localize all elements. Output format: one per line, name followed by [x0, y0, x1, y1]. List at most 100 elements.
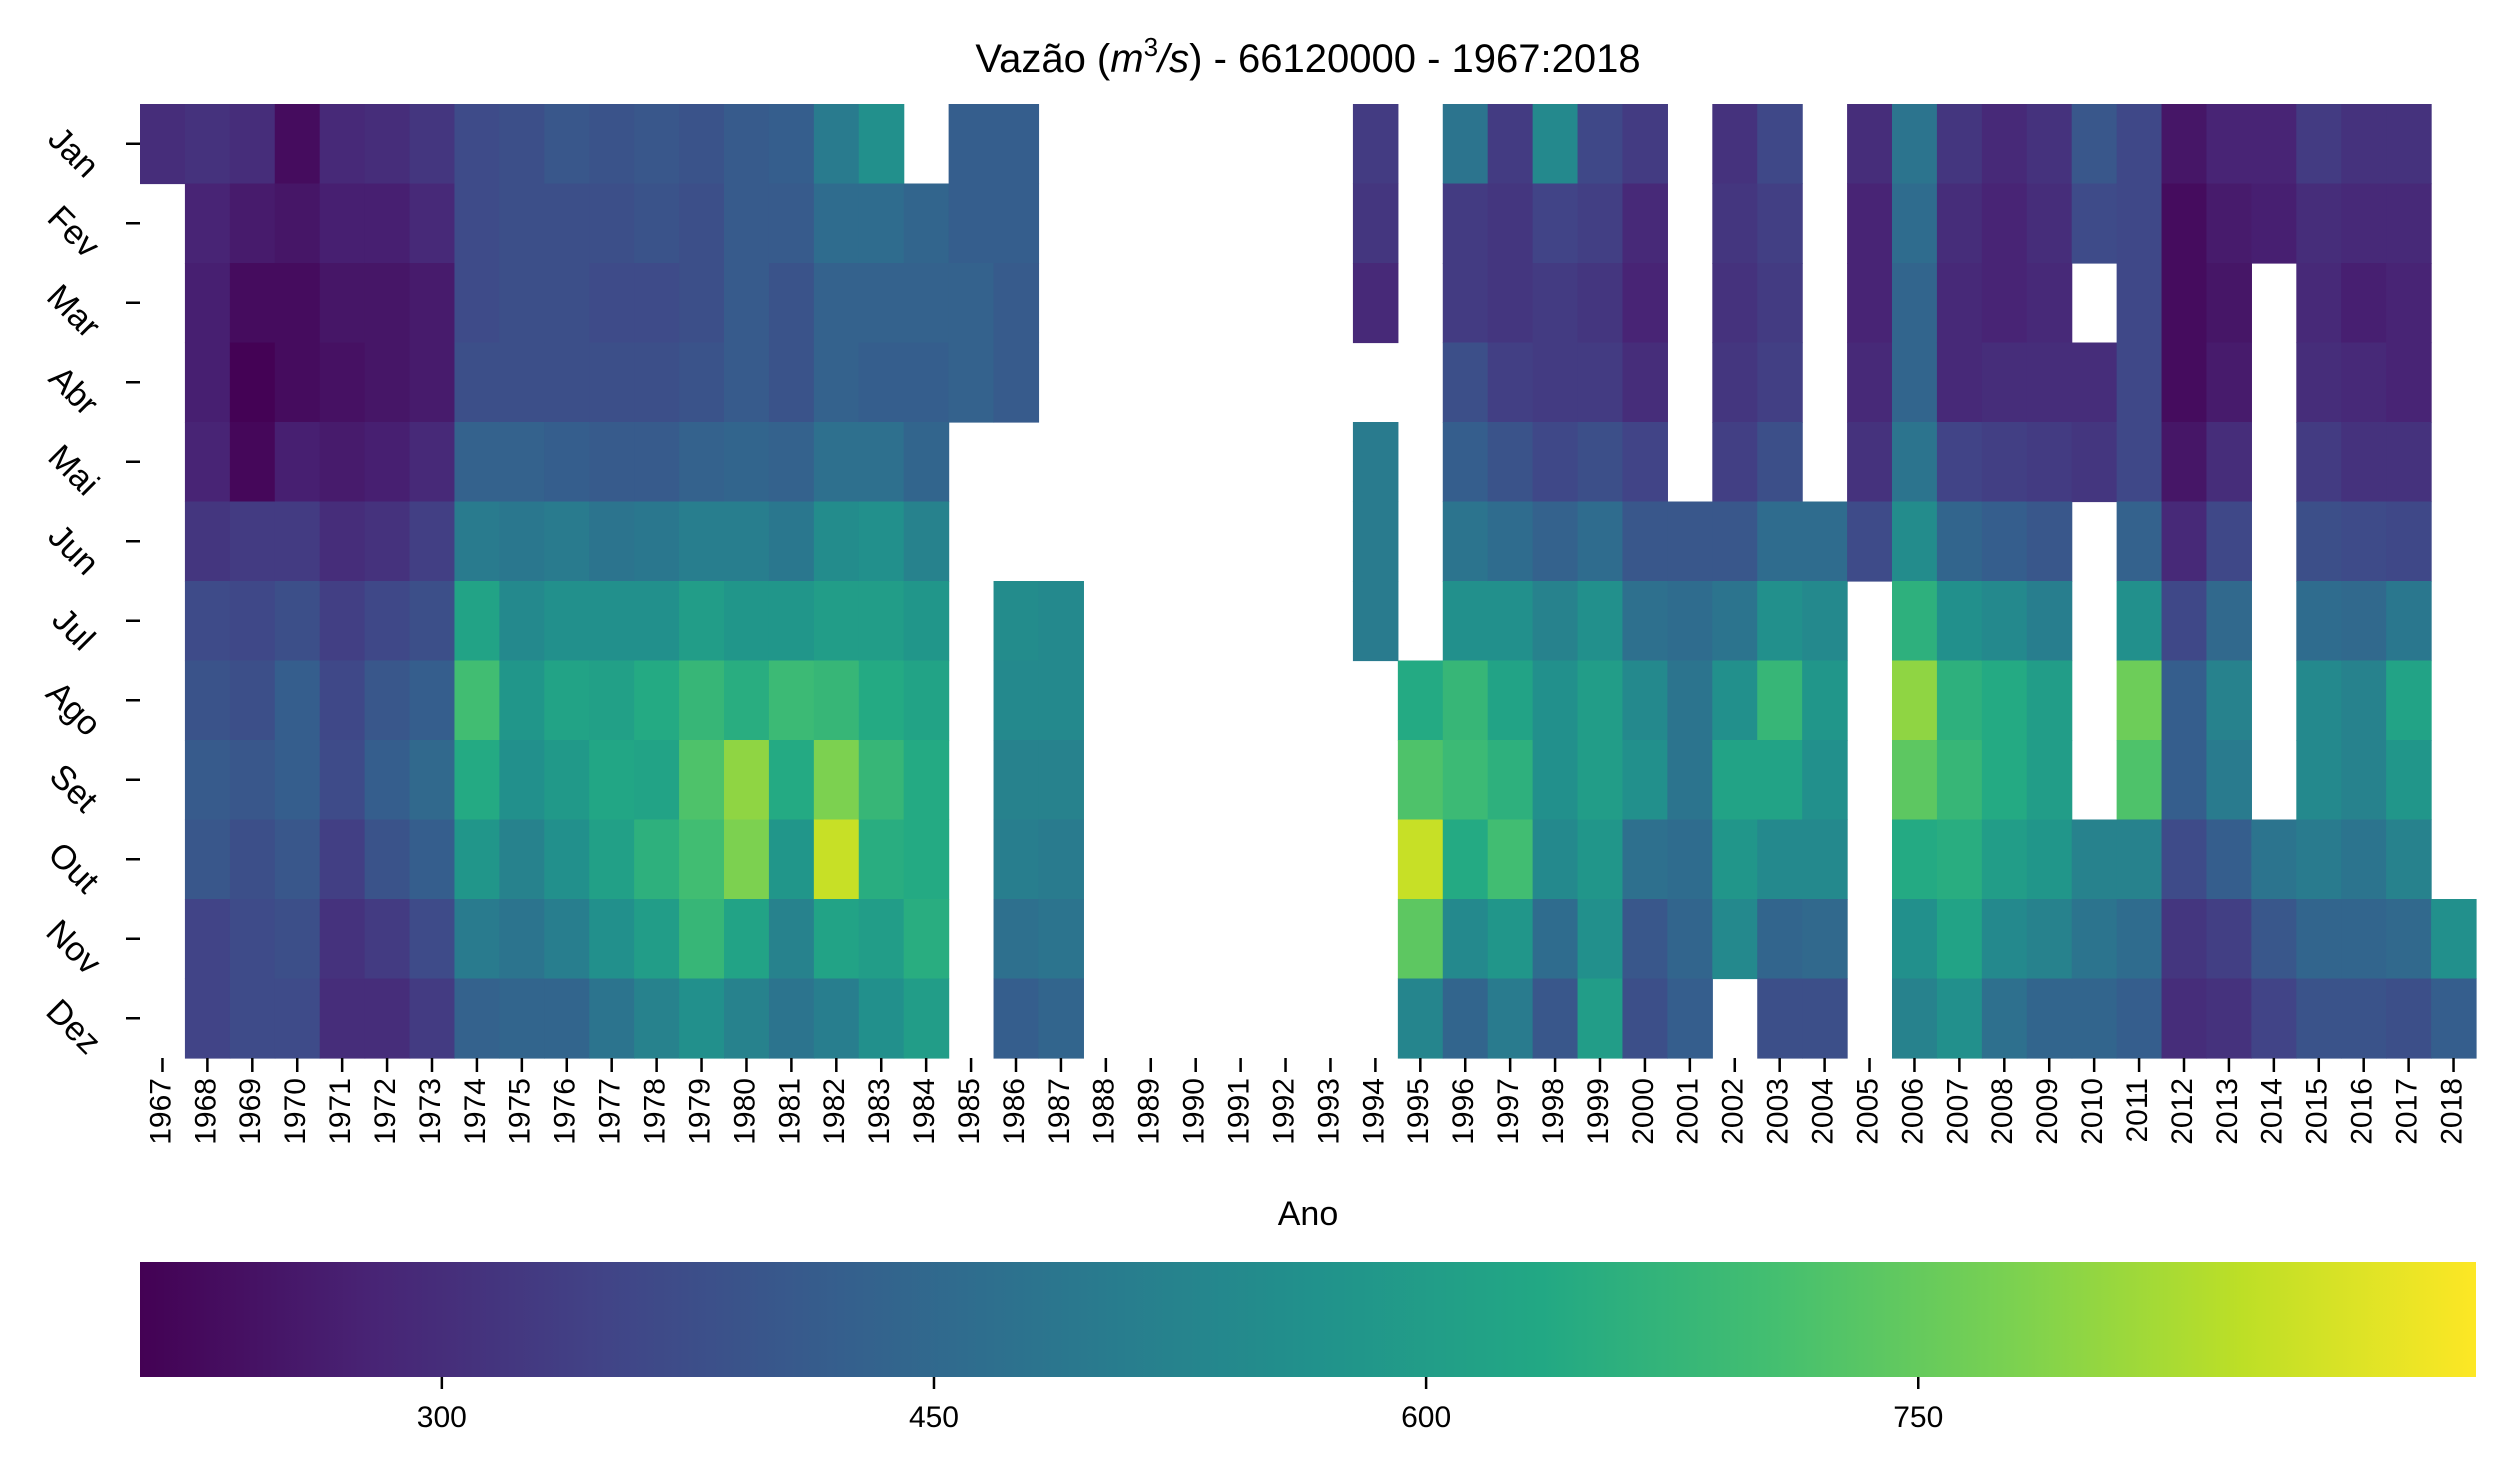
heatmap-cell-1969-Set: [229, 740, 276, 821]
heatmap-cell-1986-Nov: [993, 899, 1040, 980]
heatmap-cell-2006-Jan: [1892, 104, 1938, 185]
heatmap-cell-1975-Set: [499, 740, 545, 821]
heatmap-cell-1986-Dez: [993, 978, 1040, 1059]
heatmap-cell-1970-Jul: [274, 581, 321, 662]
heatmap-cell-2002-Nov: [1712, 899, 1758, 980]
year-label-1989: 1989: [1133, 1078, 1166, 1145]
heatmap-cell-1987-Set: [1038, 740, 1084, 821]
heatmap-cell-1974-Fev: [454, 183, 500, 264]
heatmap-cell-2011-Abr: [2116, 342, 2163, 423]
title-text-tail: ) - 66120000 - 1967:2018: [1189, 37, 1640, 81]
title-unit-slash: /: [1155, 37, 1173, 81]
year-label-1991: 1991: [1223, 1078, 1256, 1145]
heatmap-cell-2010-Mai: [2071, 422, 2118, 503]
heatmap-cell-2012-Nov: [2161, 899, 2208, 980]
heatmap-cell-1970-Mai: [274, 422, 321, 503]
heatmap-cell-2002-Abr: [1712, 342, 1758, 423]
year-label-1977: 1977: [594, 1078, 627, 1145]
heatmap-cell-2008-Ago: [1981, 660, 2028, 741]
heatmap-cell-1978-Jan: [634, 104, 680, 185]
heatmap-cell-1997-Jul: [1487, 581, 1534, 662]
heatmap-cell-1977-Out: [589, 819, 635, 900]
heatmap-cell-1997-Abr: [1487, 342, 1534, 423]
heatmap-cell-1977-Jul: [589, 581, 635, 662]
year-label-1968: 1968: [189, 1078, 222, 1145]
heatmap-cell-1969-Nov: [229, 899, 276, 980]
year-label-1971: 1971: [324, 1078, 357, 1145]
year-label-1992: 1992: [1267, 1078, 1300, 1145]
heatmap-cell-2000-Set: [1622, 740, 1668, 821]
heatmap-cell-2002-Jan: [1712, 104, 1758, 185]
heatmap-cell-2013-Out: [2206, 819, 2252, 900]
heatmap-cell-1969-Dez: [229, 978, 276, 1059]
heatmap-cell-1974-Jun: [454, 501, 500, 582]
heatmap-cell-1974-Dez: [454, 978, 500, 1059]
heatmap-cell-1977-Jan: [589, 104, 635, 185]
year-label-1986: 1986: [998, 1078, 1031, 1145]
year-label-1985: 1985: [953, 1078, 986, 1145]
heatmap-cell-2017-Nov: [2386, 899, 2432, 980]
heatmap-cell-2005-Mar: [1847, 263, 1893, 344]
heatmap-cell-1971-Mar: [319, 263, 366, 344]
year-label-1990: 1990: [1178, 1078, 1211, 1145]
year-label-2018: 2018: [2435, 1078, 2468, 1145]
heatmap-cell-2009-Abr: [2026, 342, 2073, 423]
heatmap-cell-1984-Fev: [903, 183, 950, 264]
heatmap-cell-1976-Mar: [544, 263, 590, 344]
year-label-1994: 1994: [1357, 1078, 1390, 1145]
heatmap-cell-2000-Nov: [1622, 899, 1668, 980]
year-label-2016: 2016: [2346, 1078, 2379, 1145]
heatmap-cell-1986-Abr: [993, 342, 1040, 423]
year-label-1981: 1981: [773, 1078, 806, 1145]
heatmap-cell-2018-Dez: [2431, 978, 2477, 1059]
year-label-2017: 2017: [2391, 1078, 2424, 1145]
heatmap-cell-2012-Jul: [2161, 581, 2208, 662]
heatmap-cell-1969-Jun: [229, 501, 276, 582]
heatmap-cell-1968-Jul: [184, 581, 231, 662]
heatmap-cell-1978-Jun: [634, 501, 680, 582]
heatmap-cell-1981-Out: [768, 819, 815, 900]
heatmap-cell-1975-Abr: [499, 342, 545, 423]
heatmap-cell-2002-Jun: [1712, 501, 1758, 582]
heatmap-cell-1999-Out: [1577, 819, 1624, 900]
heatmap-cell-1972-Mar: [364, 263, 411, 344]
heatmap-cell-1977-Jun: [589, 501, 635, 582]
heatmap-cell-1981-Abr: [768, 342, 815, 423]
heatmap-cell-1972-Dez: [364, 978, 411, 1059]
heatmap-cell-2013-Nov: [2206, 899, 2252, 980]
heatmap-cell-2016-Mai: [2341, 422, 2387, 503]
heatmap-cell-1971-Jul: [319, 581, 366, 662]
heatmap-cell-1982-Nov: [813, 899, 860, 980]
year-label-1988: 1988: [1088, 1078, 1121, 1145]
heatmap-cell-2011-Jun: [2116, 501, 2163, 582]
heatmap-cell-1969-Mar: [229, 263, 276, 344]
heatmap-cell-1971-Jun: [319, 501, 366, 582]
year-label-1997: 1997: [1492, 1078, 1525, 1145]
year-label-1969: 1969: [234, 1078, 267, 1145]
heatmap-cell-2005-Mai: [1847, 422, 1893, 503]
heatmap-cell-1998-Nov: [1532, 899, 1579, 980]
heatmap-cell-1983-Jan: [858, 104, 905, 185]
heatmap-cell-1998-Jun: [1532, 501, 1579, 582]
heatmap-cell-2004-Out: [1802, 819, 1848, 900]
heatmap-cell-2003-Mar: [1757, 263, 1803, 344]
heatmap-cell-2018-Nov: [2431, 899, 2477, 980]
heatmap-cell-2011-Fev: [2116, 183, 2163, 264]
heatmap-cell-1986-Set: [993, 740, 1040, 821]
year-label-2014: 2014: [2256, 1078, 2289, 1145]
heatmap-cell-2010-Jan: [2071, 104, 2118, 185]
heatmap-cell-1970-Jun: [274, 501, 321, 582]
heatmap-cell-2011-Ago: [2116, 660, 2163, 741]
heatmap-cell-1996-Nov: [1442, 899, 1489, 980]
heatmap-cell-2009-Ago: [2026, 660, 2073, 741]
heatmap-cell-1983-Out: [858, 819, 905, 900]
heatmap-cell-1971-Dez: [319, 978, 366, 1059]
heatmap-cell-1984-Dez: [903, 978, 950, 1059]
heatmap-cell-1995-Ago: [1397, 660, 1444, 741]
heatmap-cell-1975-Dez: [499, 978, 545, 1059]
heatmap-cell-2007-Set: [1936, 740, 1983, 821]
heatmap-cell-1984-Nov: [903, 899, 950, 980]
heatmap-cell-1969-Jul: [229, 581, 276, 662]
heatmap-cell-1968-Ago: [184, 660, 231, 741]
heatmap-cell-1980-Mar: [724, 263, 770, 344]
